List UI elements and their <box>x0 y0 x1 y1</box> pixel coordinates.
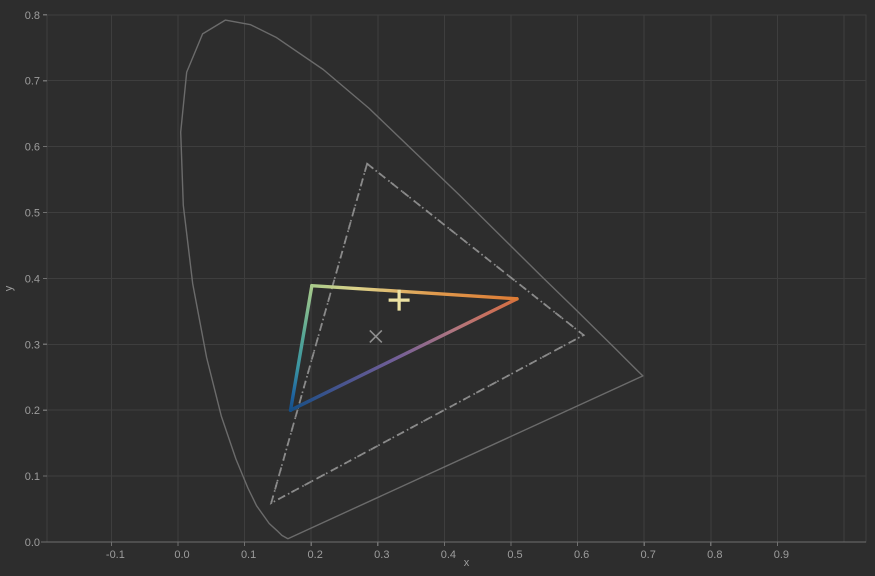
y-tick-label: 0.3 <box>25 339 40 351</box>
y-tick-label: 0.4 <box>25 273 40 285</box>
x-axis-title: x <box>464 557 470 569</box>
x-tick-label: 0.2 <box>308 549 323 561</box>
x-tick-label: -0.1 <box>106 549 125 561</box>
reference-gamut-dashed-triangle <box>269 162 586 505</box>
x-tick-label: 0.8 <box>707 549 722 561</box>
gamut-edge-blue-red <box>288 297 519 412</box>
reference-gamut-dotted-triangle <box>269 162 586 505</box>
y-tick-label: 0.0 <box>25 537 40 549</box>
gamut-edge-green-blue <box>288 283 314 412</box>
y-tick-label: 0.8 <box>25 10 40 22</box>
y-tick-label: 0.5 <box>25 208 40 220</box>
x-tick-label: 0.6 <box>574 549 589 561</box>
y-tick-label: 0.7 <box>25 76 40 88</box>
y-axis-title: y <box>3 285 15 291</box>
y-tick-label: 0.1 <box>25 471 40 483</box>
x-tick-label: 0.7 <box>641 549 656 561</box>
spectral-locus-outline <box>179 19 644 540</box>
x-tick-label: 0.0 <box>174 549 189 561</box>
x-tick-label: 0.1 <box>241 549 256 561</box>
reference-white-x-marker <box>369 329 383 343</box>
x-tick-label: 0.9 <box>774 549 789 561</box>
gamut-edge-green-red <box>310 283 519 301</box>
y-tick-label: 0.2 <box>25 405 40 417</box>
x-tick-label: 0.5 <box>507 549 522 561</box>
x-tick-label: 0.3 <box>374 549 389 561</box>
x-tick-label: 0.4 <box>441 549 456 561</box>
y-tick-label: 0.6 <box>25 142 40 154</box>
